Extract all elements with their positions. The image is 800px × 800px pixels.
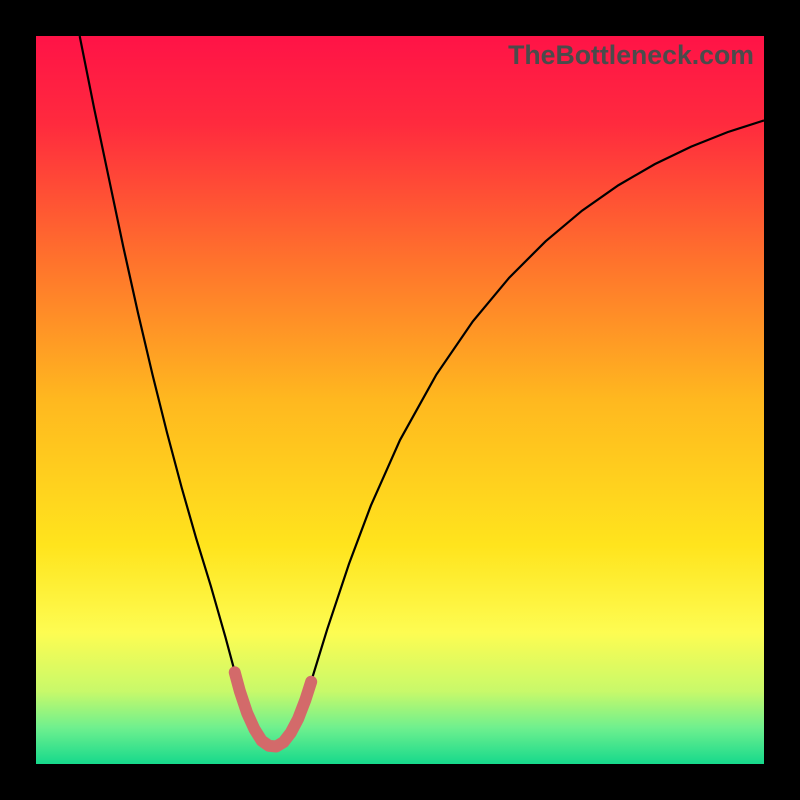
watermark-text: TheBottleneck.com [508, 40, 754, 71]
chart-container: TheBottleneck.com [0, 0, 800, 800]
plot-area: TheBottleneck.com [36, 36, 764, 764]
bottleneck-marker-segment [235, 672, 311, 746]
bottleneck-curve [80, 36, 764, 747]
chart-svg [36, 36, 764, 764]
